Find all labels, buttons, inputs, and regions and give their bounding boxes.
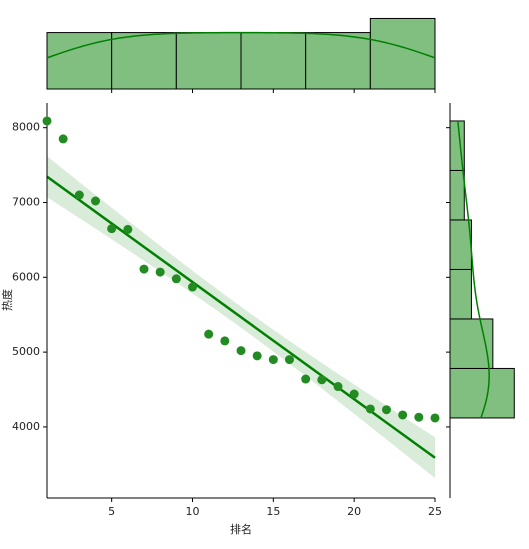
point [123,224,133,234]
point [285,355,294,365]
x-tick-label: 10 [186,505,200,518]
point [91,196,100,206]
point [171,274,181,284]
point [220,336,230,346]
hist-bar [175,32,242,90]
point [333,382,343,392]
x-tick-label: 25 [428,505,442,518]
y-tick-label: 7000 [12,195,40,208]
hist-bar [449,268,472,320]
point [301,374,311,384]
point [414,412,424,422]
point [382,405,391,415]
hist-bar [449,367,515,419]
hist-bar [449,219,472,270]
point [204,329,214,339]
regression-line [46,175,436,459]
hist-bar [240,32,307,90]
y-tick-label: 5000 [12,345,40,358]
hist-bar [305,32,371,90]
y-axis-label: 热度 [0,289,14,311]
y-tick-label: 8000 [12,121,40,134]
kde-curve [46,31,436,59]
point [188,282,197,292]
point [430,413,440,423]
point [365,404,375,414]
x-axis-label: 排名 [230,522,252,536]
y-tick-label: 6000 [12,270,40,283]
point [252,351,262,361]
point [155,267,165,277]
point [398,410,408,420]
y-tick-label: 4000 [12,420,40,433]
x-tick-label: 5 [108,505,115,518]
point [349,389,359,399]
x-tick-label: 15 [266,505,280,518]
point [107,224,117,234]
point [42,116,52,126]
hist-bar [111,32,177,90]
hist-bar [449,318,494,369]
hist-bar [449,169,465,221]
point [236,346,246,356]
x-tick-label: 20 [347,505,361,518]
point [317,375,327,385]
point [74,190,84,200]
kde-curve [457,120,490,419]
point [58,134,68,144]
point [268,355,278,365]
point [139,264,149,274]
